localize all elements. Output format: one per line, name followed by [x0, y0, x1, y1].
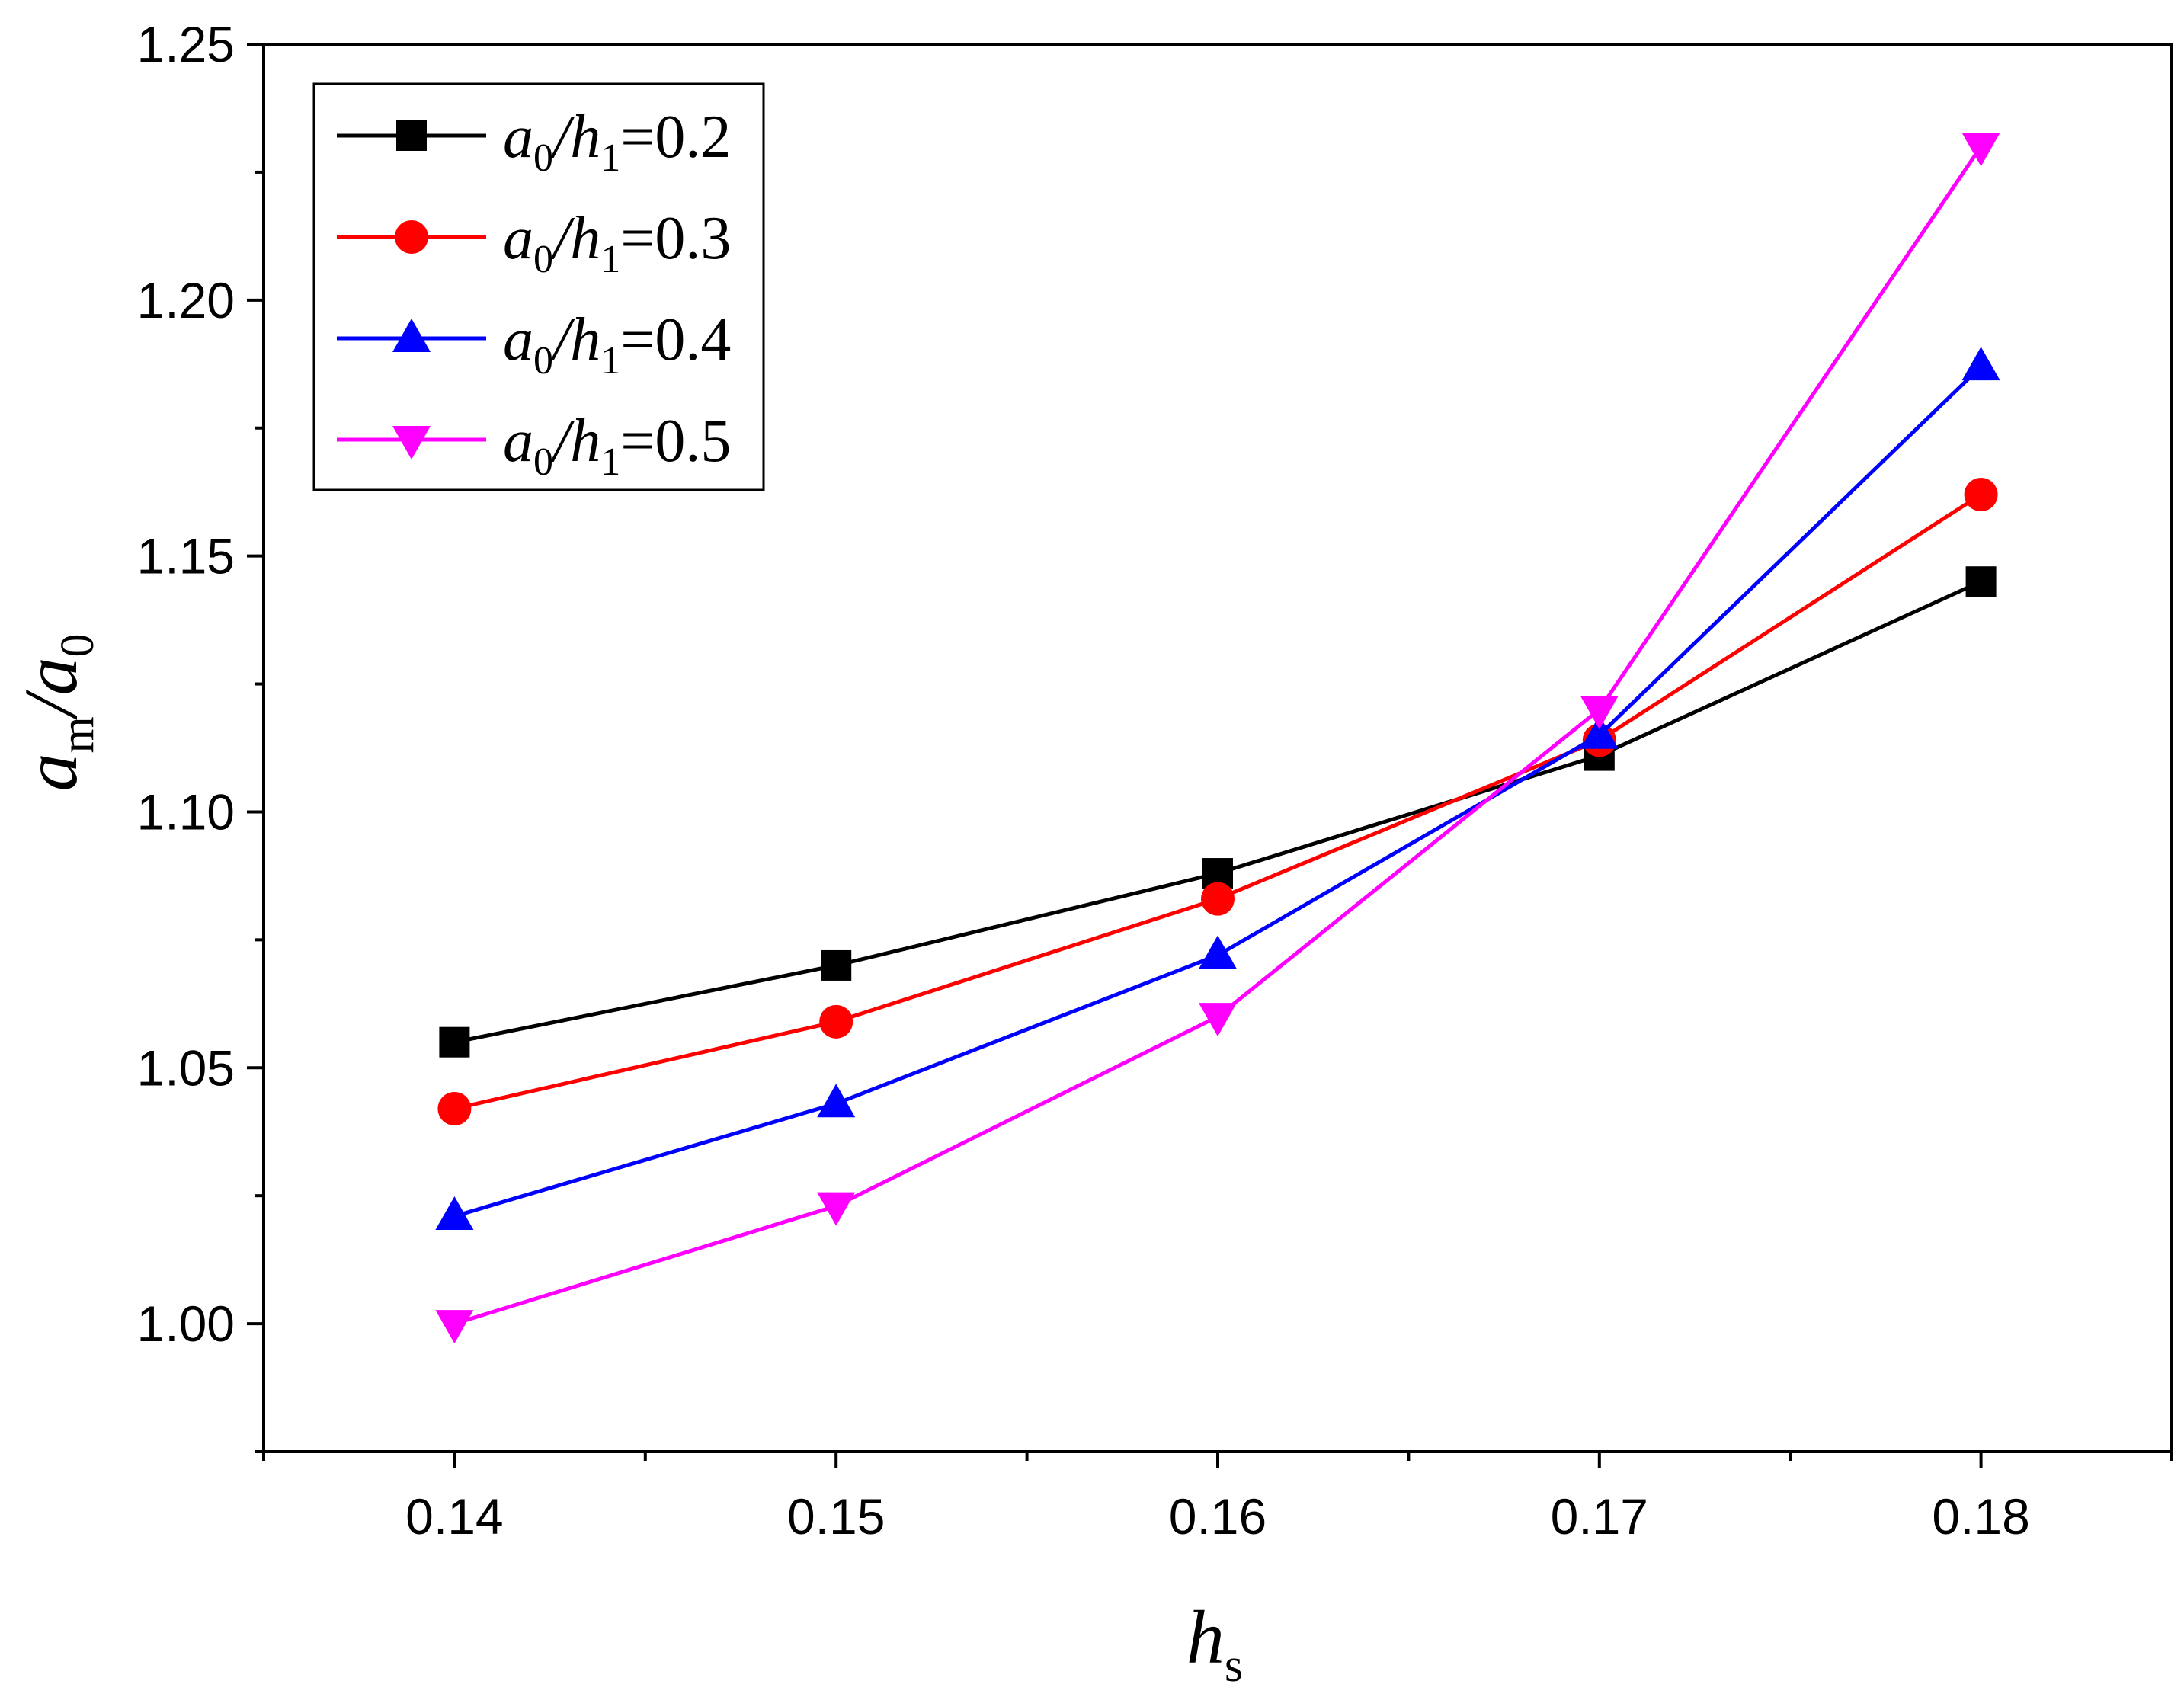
data-point — [1961, 133, 2000, 167]
data-point — [817, 1084, 856, 1118]
legend-item-3: a0/h1=0.4 — [337, 306, 731, 383]
y-tick-label: 1.00 — [137, 1295, 235, 1352]
x-tick-label: 0.14 — [405, 1488, 503, 1545]
data-point — [1201, 882, 1235, 916]
axis-layer: 0.14 0.15 0.16 0.17 0.18 1.00 1.05 1.10 1.15 1.20… — [137, 16, 2173, 1545]
legend-label: a0/h1=0.2 — [503, 104, 731, 180]
data-point — [1580, 696, 1619, 730]
data-point — [817, 1192, 856, 1226]
x-tick-label: 0.17 — [1551, 1488, 1648, 1545]
y-axis-title: am/a0 — [8, 633, 104, 791]
legend-item-2: a0/h1=0.3 — [337, 205, 731, 281]
data-point — [819, 1004, 853, 1039]
data-point — [1965, 566, 1997, 597]
series-layer — [435, 133, 2000, 1344]
data-point — [437, 1092, 472, 1126]
x-tick-label: 0.16 — [1169, 1488, 1267, 1545]
y-tick-label: 1.15 — [137, 528, 235, 584]
legend-label: a0/h1=0.3 — [503, 205, 731, 281]
data-point — [1964, 478, 1998, 512]
y-tick-label: 1.25 — [137, 16, 235, 72]
x-tick-label: 0.15 — [787, 1488, 885, 1545]
legend-marker — [395, 220, 428, 254]
y-tick-label: 1.20 — [137, 272, 235, 328]
data-point — [1199, 935, 1237, 969]
x-tick-label: 0.18 — [1932, 1488, 2029, 1545]
legend-marker — [396, 120, 427, 151]
x-axis-title: hs — [1186, 1595, 1243, 1692]
data-point — [435, 1196, 474, 1231]
legend-marker — [392, 426, 431, 459]
series-4 — [435, 133, 2000, 1344]
data-point — [1580, 715, 1619, 749]
data-point — [439, 1026, 470, 1058]
y-tick-label: 1.05 — [137, 1039, 235, 1096]
legend-item-4: a0/h1=0.5 — [337, 408, 731, 484]
y-tick-label: 1.10 — [137, 783, 235, 840]
data-point — [1199, 1003, 1237, 1037]
series-3 — [435, 347, 2000, 1231]
legend-label: a0/h1=0.5 — [503, 408, 731, 484]
data-point — [435, 1310, 474, 1344]
data-point — [821, 949, 852, 981]
legend-item-1: a0/h1=0.2 — [337, 104, 731, 180]
legend: a0/h1=0.2 a0/h1=0.3 a0/h1=0.4 a0/h1=0.5 — [312, 82, 765, 491]
data-point — [1961, 347, 2000, 381]
legend-box — [312, 82, 765, 491]
series-1 — [439, 566, 1997, 1058]
legend-marker — [392, 319, 431, 352]
legend-label: a0/h1=0.4 — [503, 306, 731, 383]
